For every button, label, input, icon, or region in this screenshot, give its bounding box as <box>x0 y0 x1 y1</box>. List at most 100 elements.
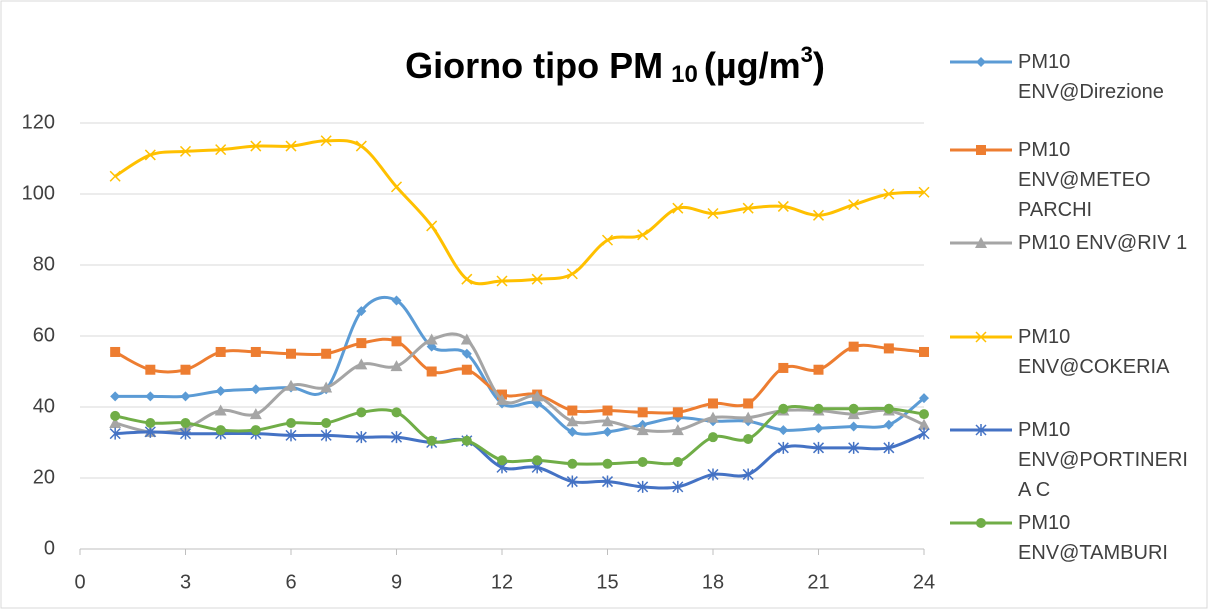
legend-label: PM10 ENV@PORTINERIA C <box>1018 419 1188 501</box>
data-point <box>532 455 543 466</box>
data-point <box>215 425 226 436</box>
data-point <box>883 343 894 354</box>
data-point <box>215 386 226 397</box>
data-point <box>320 429 332 442</box>
data-point <box>848 403 859 414</box>
data-point <box>742 202 754 214</box>
x-tick-label: 12 <box>491 571 513 593</box>
data-point <box>355 140 367 152</box>
legend-label: PM10 ENV@TAMBURI <box>1018 512 1168 564</box>
data-point <box>567 426 578 437</box>
data-point <box>742 411 755 423</box>
data-point <box>390 431 403 444</box>
data-point <box>461 364 472 375</box>
data-point <box>426 435 437 446</box>
data-point <box>391 295 402 306</box>
data-point <box>637 480 649 493</box>
data-point <box>601 415 614 427</box>
data-point <box>320 381 333 393</box>
data-point <box>356 407 367 418</box>
legend-label: PM10 ENV@COKERIA <box>1018 326 1170 378</box>
legend-label: PM10 ENV@METEO PARCHI <box>1018 139 1151 221</box>
y-tick-label: 80 <box>33 253 55 275</box>
x-tick-label: 18 <box>702 571 724 593</box>
data-point <box>461 273 473 285</box>
data-point <box>109 416 122 428</box>
data-point <box>461 435 472 446</box>
data-point <box>848 441 860 454</box>
data-point <box>707 468 719 481</box>
data-point <box>145 364 156 375</box>
data-point <box>179 145 192 157</box>
data-point <box>672 407 683 418</box>
data-point <box>320 135 332 147</box>
data-point <box>109 170 121 182</box>
data-point <box>110 410 121 421</box>
x-tick-label: 15 <box>596 571 618 593</box>
data-point <box>390 360 403 372</box>
data-point <box>637 229 649 241</box>
data-point <box>180 364 191 375</box>
data-point <box>671 424 684 436</box>
data-point <box>672 202 684 214</box>
data-point <box>883 188 895 200</box>
data-point <box>848 341 859 352</box>
data-point <box>778 425 789 436</box>
data-point <box>250 346 261 357</box>
data-point <box>602 458 613 469</box>
data-point <box>496 275 508 287</box>
data-point <box>497 455 507 466</box>
x-tick-label: 0 <box>74 571 85 593</box>
data-point <box>812 209 825 221</box>
data-point <box>813 364 824 375</box>
data-point <box>285 379 297 391</box>
data-point <box>919 409 929 420</box>
data-point <box>707 207 719 220</box>
data-point <box>918 418 930 430</box>
data-point <box>848 421 859 432</box>
data-point <box>110 391 121 402</box>
data-point <box>285 140 297 152</box>
y-tick-label: 40 <box>33 395 55 417</box>
data-point <box>637 457 648 468</box>
data-point <box>215 346 226 357</box>
title-part: ) <box>813 45 825 86</box>
data-point <box>919 346 929 357</box>
data-point <box>391 336 402 347</box>
data-point <box>390 181 403 193</box>
data-point <box>777 200 789 212</box>
data-point <box>355 431 367 444</box>
data-point <box>286 348 296 359</box>
y-tick-label: 100 <box>22 182 55 204</box>
data-point <box>531 273 543 285</box>
data-point <box>778 403 789 414</box>
data-point <box>426 366 437 377</box>
data-point <box>426 220 438 232</box>
data-point <box>567 405 578 416</box>
title-part: 3 <box>801 42 813 67</box>
x-tick-label: 9 <box>391 571 402 593</box>
data-point <box>109 427 121 440</box>
legend-marker <box>976 518 986 528</box>
y-tick-label: 120 <box>22 111 55 133</box>
data-point <box>180 417 191 428</box>
data-point <box>742 468 754 481</box>
data-point <box>636 424 649 436</box>
data-point <box>249 408 262 420</box>
legend-marker <box>976 145 986 155</box>
data-point <box>707 411 719 423</box>
legend-label: PM10 ENV@Direzione <box>1018 51 1164 103</box>
data-point <box>250 425 261 436</box>
data-point <box>743 433 754 444</box>
data-point <box>145 417 156 428</box>
data-point <box>708 432 718 443</box>
data-point <box>708 398 718 409</box>
legend-marker <box>975 424 987 436</box>
legend-marker <box>976 57 986 67</box>
data-point <box>250 140 262 152</box>
data-point <box>144 149 156 161</box>
data-point <box>355 358 368 370</box>
series-line <box>114 138 925 286</box>
data-point <box>672 480 684 493</box>
